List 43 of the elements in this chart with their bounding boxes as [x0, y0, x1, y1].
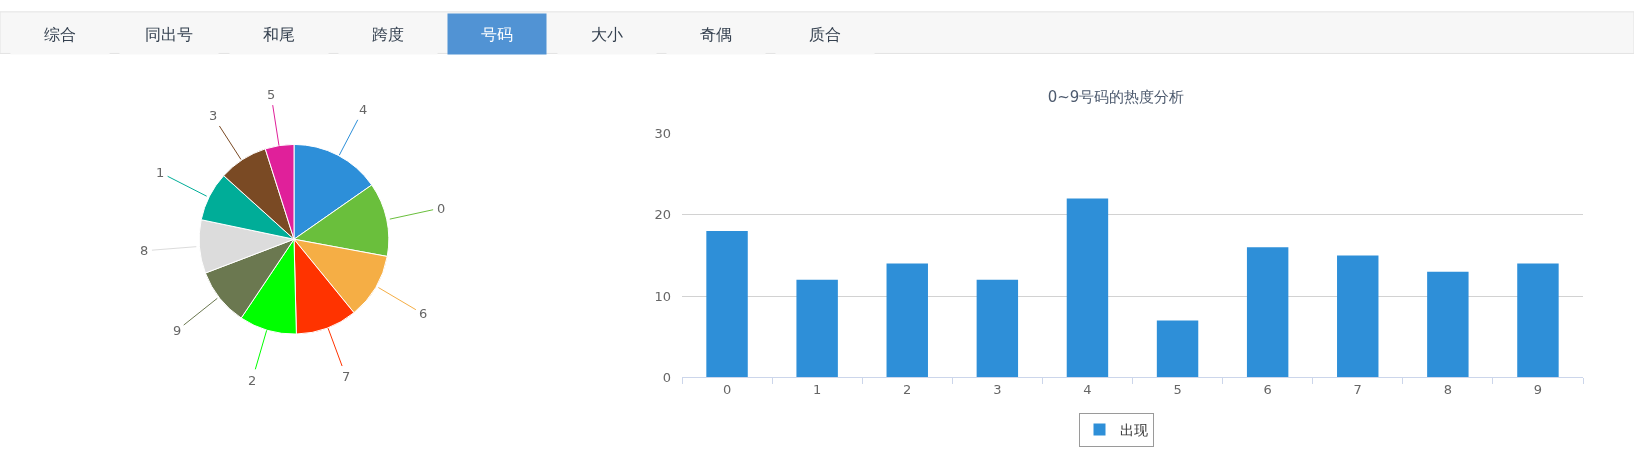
bar — [1246, 247, 1289, 378]
legend-label: 出现 — [1119, 421, 1148, 438]
slice-label: 1 — [156, 165, 165, 180]
slice-label: 4 — [359, 102, 368, 117]
y-tick-label: 0 — [662, 369, 671, 385]
x-tick-label: 5 — [1173, 381, 1182, 397]
x-tick-label: 9 — [1533, 381, 1543, 397]
slice-label: 7 — [342, 369, 351, 384]
bar — [976, 279, 1019, 378]
slice-label: 6 — [419, 306, 428, 321]
category-label: 和尾 — [263, 24, 295, 44]
category-label: 号码 — [481, 24, 513, 44]
category-label: 质合 — [809, 24, 841, 44]
bar — [796, 279, 838, 378]
chart-title: 0~9号码的热度分析 — [1047, 88, 1185, 107]
bar — [1427, 271, 1469, 378]
bar — [1066, 198, 1109, 378]
y-tick-label: 10 — [654, 288, 671, 304]
slice-label: 3 — [209, 108, 218, 123]
bar — [1337, 255, 1379, 378]
bar — [1517, 263, 1559, 378]
x-tick-label: 3 — [993, 381, 1002, 397]
x-tick-label: 8 — [1443, 381, 1452, 397]
bar — [1156, 320, 1199, 378]
slice-label: 5 — [267, 87, 276, 102]
x-tick-label: 2 — [903, 381, 912, 397]
x-tick-label: 1 — [813, 381, 822, 397]
category-label: 大小 — [591, 24, 623, 44]
x-tick-label: 7 — [1353, 381, 1362, 397]
bar — [886, 263, 928, 378]
category-label: 跨度 — [372, 24, 404, 44]
x-tick-label: 0 — [722, 381, 732, 397]
slice-label: 0 — [437, 201, 446, 216]
category-label: 综合 — [44, 24, 76, 44]
y-tick-label: 30 — [654, 126, 671, 142]
x-tick-label: 6 — [1263, 381, 1272, 397]
y-tick-label: 20 — [654, 207, 671, 223]
slice-label: 8 — [140, 243, 149, 258]
category-label: 同出号 — [145, 24, 193, 44]
category-label: 奇偶 — [700, 24, 732, 44]
x-tick-label: 4 — [1083, 381, 1092, 397]
slice-label: 9 — [173, 323, 182, 338]
bar — [706, 231, 748, 378]
